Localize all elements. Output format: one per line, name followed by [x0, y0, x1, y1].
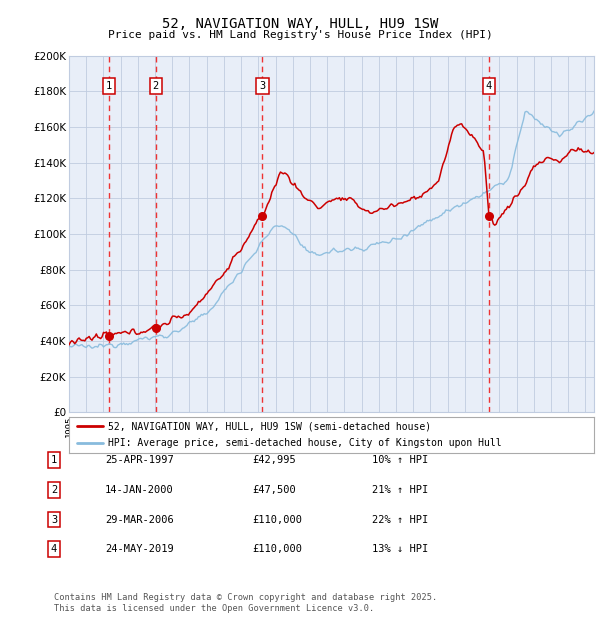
- Text: HPI: Average price, semi-detached house, City of Kingston upon Hull: HPI: Average price, semi-detached house,…: [109, 438, 502, 448]
- Text: 2: 2: [152, 81, 159, 91]
- Text: 3: 3: [259, 81, 266, 91]
- Text: £110,000: £110,000: [252, 515, 302, 525]
- Text: £47,500: £47,500: [252, 485, 296, 495]
- Text: 25-APR-1997: 25-APR-1997: [105, 455, 174, 465]
- Text: 24-MAY-2019: 24-MAY-2019: [105, 544, 174, 554]
- Text: 21% ↑ HPI: 21% ↑ HPI: [372, 485, 428, 495]
- Text: Contains HM Land Registry data © Crown copyright and database right 2025.
This d: Contains HM Land Registry data © Crown c…: [54, 593, 437, 613]
- Text: 22% ↑ HPI: 22% ↑ HPI: [372, 515, 428, 525]
- Text: 2: 2: [51, 485, 57, 495]
- Text: 3: 3: [51, 515, 57, 525]
- Text: 29-MAR-2006: 29-MAR-2006: [105, 515, 174, 525]
- Text: Price paid vs. HM Land Registry's House Price Index (HPI): Price paid vs. HM Land Registry's House …: [107, 30, 493, 40]
- Text: £110,000: £110,000: [252, 544, 302, 554]
- Text: 1: 1: [106, 81, 112, 91]
- Text: 13% ↓ HPI: 13% ↓ HPI: [372, 544, 428, 554]
- Text: 14-JAN-2000: 14-JAN-2000: [105, 485, 174, 495]
- Text: £42,995: £42,995: [252, 455, 296, 465]
- Text: 4: 4: [486, 81, 492, 91]
- Text: 52, NAVIGATION WAY, HULL, HU9 1SW (semi-detached house): 52, NAVIGATION WAY, HULL, HU9 1SW (semi-…: [109, 422, 431, 432]
- Text: 10% ↑ HPI: 10% ↑ HPI: [372, 455, 428, 465]
- Text: 52, NAVIGATION WAY, HULL, HU9 1SW: 52, NAVIGATION WAY, HULL, HU9 1SW: [162, 17, 438, 32]
- Text: 4: 4: [51, 544, 57, 554]
- Text: 1: 1: [51, 455, 57, 465]
